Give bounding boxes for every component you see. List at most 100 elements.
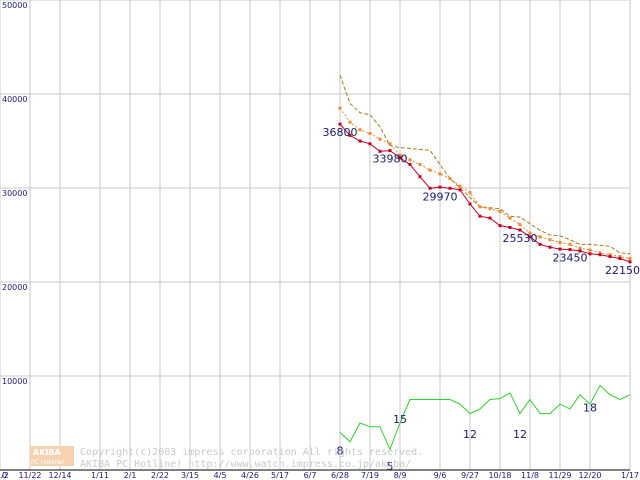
series-point-avg-16 — [498, 210, 502, 213]
data-label-10: 12 — [513, 428, 527, 441]
series-point-min-26 — [598, 253, 602, 257]
series-point-min-28 — [618, 257, 622, 260]
x-tick-label-2: 12/14 — [48, 471, 71, 480]
series-point-min-7 — [408, 163, 412, 166]
series-point-min-15 — [488, 216, 492, 220]
series-point-avg-11 — [448, 177, 452, 181]
logo-box — [30, 446, 74, 466]
y-tick-label-4: 40000 — [2, 95, 27, 104]
series-point-min-23 — [568, 248, 572, 252]
series-point-avg-13 — [468, 191, 472, 195]
y-tick-label-2: 20000 — [2, 283, 27, 292]
series-point-min-9 — [428, 186, 432, 190]
series-point-min-17 — [508, 225, 512, 229]
series-point-avg-28 — [618, 255, 622, 259]
series-point-avg-1 — [348, 120, 352, 124]
series-point-avg-9 — [428, 168, 432, 172]
data-label-9: 12 — [463, 428, 477, 441]
series-point-min-12 — [458, 188, 462, 192]
series-point-min-24 — [578, 249, 582, 253]
series-point-avg-6 — [398, 153, 402, 157]
site-url-line: AKIBA PC Hotline! http://www.watch.impre… — [80, 459, 411, 470]
x-tick-label-14: 9/6 — [434, 471, 447, 480]
series-point-avg-25 — [588, 248, 592, 252]
data-label-6: 8 — [337, 445, 344, 458]
x-tick-label-12: 7/19 — [361, 471, 379, 480]
x-tick-label-17: 11/8 — [521, 471, 539, 480]
series-point-min-25 — [588, 252, 592, 256]
series-point-avg-3 — [368, 131, 372, 135]
series-line-count — [339, 384, 631, 451]
x-tick-label-6: 3/15 — [181, 471, 199, 480]
series-point-min-16 — [498, 224, 502, 228]
x-tick-label-3: 1/11 — [91, 471, 109, 480]
x-tick-label-5: 2/22 — [151, 471, 169, 480]
series-point-min-19 — [528, 235, 532, 239]
x-tick-label-16: 10/18 — [488, 471, 511, 480]
series-point-avg-21 — [548, 238, 552, 242]
series-point-avg-19 — [528, 231, 532, 235]
series-point-avg-12 — [458, 184, 462, 188]
x-tick-label-7: 4/5 — [214, 471, 227, 480]
data-label-8: 15 — [393, 413, 407, 426]
x-tick-label-13: 8/9 — [394, 471, 407, 480]
series-point-avg-17 — [508, 216, 512, 220]
series-point-min-27 — [608, 255, 612, 259]
series-layer — [338, 75, 632, 451]
series-point-min-5 — [388, 149, 392, 153]
series-point-min-1 — [348, 133, 352, 137]
copyright-line: Copyright(c)2003 impress corporation All… — [80, 447, 423, 458]
series-point-avg-22 — [558, 241, 562, 245]
x-tick-label-18: 11/29 — [548, 471, 571, 480]
series-point-min-10 — [438, 185, 442, 189]
series-point-min-29 — [628, 260, 632, 264]
logo-text-bottom: PC Hotline! — [31, 459, 64, 466]
x-tick-label-1: 11/22 — [18, 471, 41, 480]
y-tick-label-0: 0 — [2, 471, 7, 480]
series-point-min-14 — [478, 214, 482, 218]
data-label-5: 22150 — [605, 264, 640, 277]
series-point-avg-15 — [488, 207, 492, 211]
series-point-min-4 — [378, 149, 382, 153]
x-tick-label-11: 6/28 — [331, 471, 349, 480]
series-line-min — [339, 123, 631, 263]
data-label-3: 25530 — [503, 232, 538, 245]
x-tick-label-15: 9/27 — [461, 471, 479, 480]
y-tick-label-5: 50000 — [2, 1, 27, 10]
x-tick-label-9: 5/17 — [271, 471, 289, 480]
series-point-avg-24 — [578, 246, 582, 250]
y-tick-label-1: 10000 — [2, 377, 27, 386]
x-tick-label-10: 6/7 — [304, 471, 317, 480]
series-point-avg-26 — [598, 251, 602, 255]
series-point-min-20 — [538, 242, 542, 246]
series-point-min-21 — [548, 245, 552, 249]
data-label-2: 29970 — [423, 190, 458, 203]
data-label-11: 18 — [583, 402, 597, 415]
series-point-min-18 — [518, 228, 522, 232]
logo-text-top: AKIBA — [33, 448, 61, 457]
data-labels: 36800 33980 29970 25530 23450 22150 8 5 15 12 12 18 — [323, 126, 640, 473]
series-point-avg-10 — [438, 172, 442, 176]
y-tick-label-3: 30000 — [2, 189, 27, 198]
data-label-0: 36800 — [323, 126, 358, 139]
series-point-min-13 — [468, 202, 472, 206]
series-point-min-6 — [398, 156, 402, 160]
x-tick-label-0: 11/2 — [0, 471, 9, 480]
series-point-avg-7 — [408, 158, 412, 162]
series-point-min-2 — [358, 139, 362, 143]
series-point-min-0 — [338, 122, 342, 126]
series-point-min-11 — [448, 186, 452, 190]
x-tick-label-20: 1/17 — [621, 471, 639, 480]
series-point-avg-27 — [608, 253, 612, 257]
series-point-avg-5 — [388, 142, 392, 146]
data-label-1: 33980 — [373, 153, 408, 166]
x-tick-label-8: 4/26 — [241, 471, 259, 480]
series-line-avg — [339, 107, 631, 259]
watermark: AKIBA PC Hotline! Copyright(c)2003 impre… — [30, 446, 423, 470]
series-point-avg-18 — [518, 223, 522, 227]
series-point-avg-4 — [378, 137, 382, 141]
series-point-avg-23 — [568, 242, 572, 246]
